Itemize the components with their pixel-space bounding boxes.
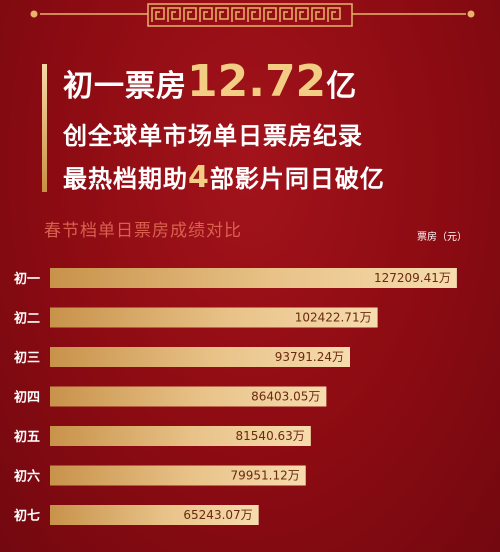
- headline-accent-bar: [42, 64, 47, 192]
- fret-ornament: [30, 3, 475, 27]
- headline-line-1-suffix: 亿: [326, 69, 358, 104]
- headline-line-3: 最热档期助4部影片同日破亿: [63, 162, 385, 195]
- fret-motif: [167, 7, 181, 22]
- bar-value-label: 102422.71万: [295, 311, 372, 325]
- headline-line-1: 初一票房12.72亿: [63, 60, 357, 109]
- category-label: 初一: [14, 271, 40, 287]
- ornament-fret-band: [147, 3, 353, 27]
- fret-motif: [327, 7, 341, 22]
- category-label: 初七: [14, 508, 40, 524]
- headline-box-office-number: 12.72: [187, 56, 327, 107]
- headline-line-2: 创全球单市场单日票房纪录: [63, 122, 363, 150]
- headline-line-3-prefix: 最热档期助: [63, 165, 188, 193]
- chart-title: 春节档单日票房成绩对比: [44, 221, 242, 241]
- category-label: 初二: [14, 311, 40, 327]
- fret-motif: [279, 7, 293, 22]
- headline-line-3-suffix: 部影片同日破亿: [209, 165, 385, 193]
- headline-line-1-prefix: 初一票房: [63, 69, 187, 104]
- category-label: 初三: [14, 350, 40, 366]
- bar: [50, 307, 378, 328]
- fret-motif: [295, 7, 309, 22]
- bar-value-label: 127209.41万: [374, 271, 451, 285]
- fret-motif: [247, 7, 261, 22]
- bar: [50, 386, 327, 407]
- bar-value-label: 79951.12万: [230, 469, 299, 483]
- headline-film-count: 4: [188, 160, 210, 195]
- bar: [50, 426, 311, 446]
- bar-value-label: 81540.63万: [236, 429, 305, 443]
- fret-motif: [199, 7, 213, 22]
- fret-motif: [263, 7, 277, 22]
- bar: [50, 505, 259, 525]
- category-label: 初六: [14, 469, 40, 485]
- bar-value-label: 86403.05万: [251, 390, 320, 404]
- category-label: 初四: [14, 390, 40, 406]
- fret-motif: [311, 7, 325, 22]
- fret-motif: [231, 7, 245, 22]
- ornament-dot-left: [30, 10, 38, 18]
- bar: [50, 268, 457, 288]
- fret-pattern: [151, 7, 341, 22]
- bar-value-label: 93791.24万: [275, 350, 344, 364]
- fret-motif: [151, 7, 165, 22]
- fret-motif: [183, 7, 197, 22]
- category-label: 初五: [14, 429, 40, 445]
- bar-value-label: 65243.07万: [183, 508, 252, 522]
- ornament-dot-right: [467, 10, 475, 18]
- chart-unit-label: 票房（元）: [417, 232, 467, 243]
- bar: [50, 347, 350, 367]
- fret-motif: [215, 7, 229, 22]
- bar: [50, 465, 306, 486]
